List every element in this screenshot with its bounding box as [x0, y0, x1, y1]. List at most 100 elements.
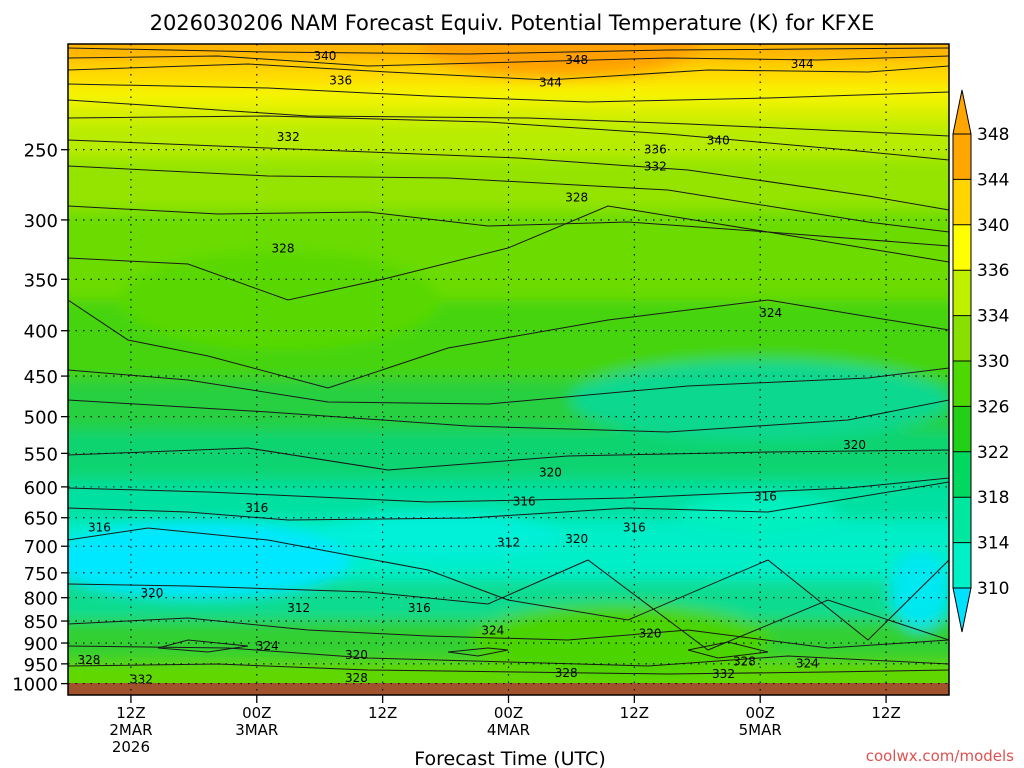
contour-line [68, 115, 949, 161]
colorbar-segment [953, 315, 971, 362]
y-tick-label: 550 [24, 444, 58, 465]
colorbar-extend-high [952, 89, 972, 135]
x-tick-label: 12Z [871, 704, 900, 722]
y-tick-label: 950 [24, 655, 58, 676]
contour-label: 316 [754, 489, 777, 503]
contour-label: 344 [539, 76, 562, 90]
credit-text: coolwx.com/models [866, 747, 1014, 765]
colorbar-label: 326 [977, 397, 1009, 417]
y-tick-label: 650 [24, 509, 58, 530]
contour-label: 320 [140, 586, 163, 600]
x-tick-label: 5MAR [739, 721, 782, 739]
y-tick-label: 700 [24, 537, 58, 558]
contour-line [157, 639, 249, 653]
contour-line [68, 83, 949, 103]
colorbar-segment [953, 361, 971, 407]
x-tick-label: 00Z [242, 704, 271, 722]
contour-label: 340 [314, 49, 337, 63]
y-tick-label: 1000 [12, 675, 58, 696]
contour-label: 328 [345, 671, 368, 685]
colorbar-label: 336 [977, 261, 1009, 281]
contour-label: 316 [408, 601, 431, 615]
y-tick-label: 500 [24, 408, 58, 429]
contour-label: 324 [759, 306, 782, 320]
contour-label: 332 [712, 667, 735, 681]
contour-label: 344 [791, 57, 814, 71]
y-tick-label: 450 [24, 367, 58, 388]
contour-label: 332 [644, 159, 667, 173]
y-tick-label: 900 [24, 634, 58, 655]
colorbar-label: 344 [977, 170, 1009, 190]
x-tick-label: 2026 [112, 738, 150, 756]
contour-line [68, 559, 949, 651]
y-tick-label: 600 [24, 478, 58, 499]
contour-label: 328 [78, 653, 101, 667]
contour-line [68, 99, 949, 137]
contour-label: 336 [329, 74, 352, 88]
contour-line [68, 63, 949, 81]
contour-label: 324 [256, 639, 279, 653]
contour-label: 312 [287, 601, 310, 615]
contour-line [68, 139, 949, 211]
contour-label: 316 [88, 521, 111, 535]
x-tick-label: 00Z [494, 704, 523, 722]
colorbar-segment [953, 497, 971, 544]
chart-title: 2026030206 NAM Forecast Equiv. Potential… [150, 11, 875, 35]
colorbar-label: 318 [977, 488, 1009, 508]
contour-label: 316 [245, 501, 268, 515]
contour-line [68, 481, 949, 521]
colorbar-label: 348 [977, 125, 1009, 145]
y-tick-label: 400 [24, 322, 58, 343]
contour-label: 348 [565, 53, 588, 67]
contour-label: 316 [623, 521, 646, 535]
colorbar-segment [953, 224, 971, 271]
contour-line [68, 55, 949, 67]
contour-line [68, 399, 949, 433]
colorbar-segment [953, 134, 971, 180]
x-tick-label: 12Z [116, 704, 145, 722]
colorbar: 348 344 340 336 334 330 326 322 318 314 310 [952, 89, 1009, 633]
colorbar-segment [953, 406, 971, 453]
x-tick-label: 12Z [620, 704, 649, 722]
colorbar-label: 334 [977, 307, 1009, 327]
colorbar-label: 322 [977, 443, 1009, 463]
contour-label: 320 [539, 465, 562, 479]
y-tick-label: 850 [24, 612, 58, 633]
x-tick-label: 2MAR [109, 721, 152, 739]
colorbar-segment [953, 270, 971, 317]
y-tick-label: 350 [24, 270, 58, 291]
contour-label: 336 [644, 143, 667, 157]
contour-label: 316 [513, 494, 536, 508]
contour-label: 328 [272, 241, 295, 255]
contour-label: 320 [345, 648, 368, 662]
contour-line [68, 165, 949, 233]
contour-line [447, 647, 509, 657]
y-tick-label: 750 [24, 564, 58, 585]
contour-label: 324 [481, 623, 504, 637]
contour-line [68, 447, 949, 471]
colorbar-label: 310 [977, 579, 1009, 599]
y-tick-label: 250 [24, 141, 58, 162]
contour-line [68, 299, 949, 389]
contour-label: 320 [639, 627, 662, 641]
contour-line [68, 47, 949, 55]
contour-label: 332 [277, 130, 300, 144]
x-tick-label: 4MAR [487, 721, 530, 739]
colorbar-segment [953, 542, 971, 589]
contour-line [68, 205, 949, 301]
contour-label: 340 [707, 133, 730, 147]
contour-label: 332 [130, 672, 153, 686]
colorbar-label: 330 [977, 352, 1009, 372]
x-tick-label: 3MAR [235, 721, 278, 739]
contour-line [68, 617, 949, 649]
contour-line [68, 477, 949, 503]
contour-label: 328 [555, 666, 578, 680]
contour-label: 328 [733, 654, 756, 668]
x-tick-label: 12Z [368, 704, 397, 722]
x-tick-label: 00Z [746, 704, 775, 722]
y-tick-label: 300 [24, 211, 58, 232]
colorbar-segment [953, 179, 971, 226]
